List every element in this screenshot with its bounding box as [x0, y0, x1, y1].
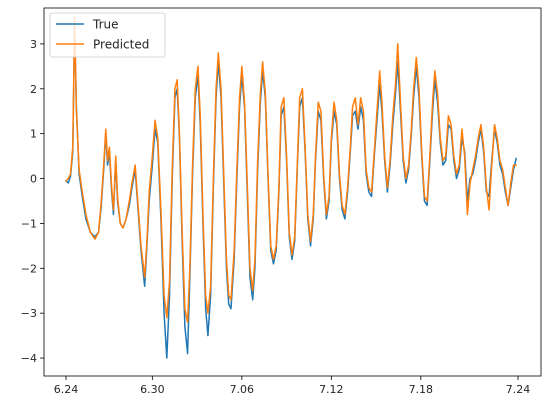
legend-label-true: True — [92, 18, 119, 32]
y-tick-label: −1 — [21, 217, 37, 230]
x-tick-label: 7.12 — [319, 383, 344, 396]
x-tick-label: 6.30 — [140, 383, 165, 396]
y-axis: −4 −3 −2 −1 0 1 2 3 — [21, 38, 44, 365]
x-tick-label: 6.24 — [54, 383, 79, 396]
plot-frame — [43, 7, 542, 377]
series-line-predicted — [65, 16, 517, 323]
y-tick-label: −4 — [21, 352, 37, 365]
x-axis: 6.24 6.30 7.06 7.12 7.18 7.24 — [54, 376, 531, 396]
x-tick-label: 7.18 — [409, 383, 434, 396]
y-tick-label: 2 — [30, 83, 37, 96]
y-tick-label: 1 — [30, 128, 37, 141]
legend: True Predicted — [49, 12, 166, 58]
y-tick-label: −3 — [21, 307, 37, 320]
y-tick-label: 0 — [30, 173, 37, 186]
y-tick-label: 3 — [30, 38, 37, 51]
series-layer — [65, 16, 517, 359]
x-tick-label: 7.24 — [506, 383, 531, 396]
legend-label-predicted: Predicted — [93, 38, 149, 52]
x-tick-label: 7.06 — [230, 383, 255, 396]
y-tick-label: −2 — [21, 262, 37, 275]
